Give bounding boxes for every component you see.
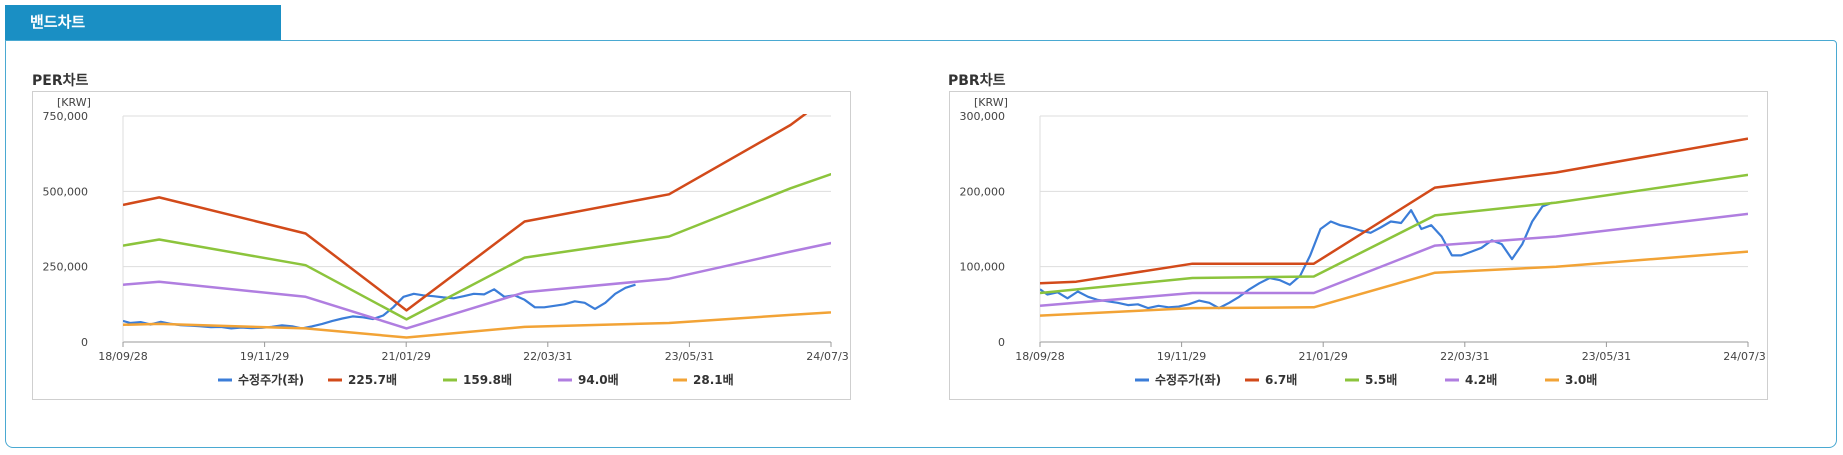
pbr-chart-container: [KRW] 0 100,000 200,000 300,000 18/09/28 19/11… bbox=[949, 91, 1773, 400]
legend-label: 94.0배 bbox=[578, 372, 619, 387]
y-tick-label: 250,000 bbox=[43, 261, 89, 274]
unit-label: [KRW] bbox=[57, 96, 91, 109]
legend-label: 225.7배 bbox=[348, 372, 397, 387]
x-tick-label: 23/05/31 bbox=[1582, 350, 1631, 363]
legend-label: 159.8배 bbox=[463, 372, 512, 387]
series-line-band-4 bbox=[123, 311, 831, 339]
x-tick-label: 21/01/29 bbox=[1298, 350, 1347, 363]
legend-label: 3.0배 bbox=[1565, 372, 1597, 387]
series-line-band-1 bbox=[1040, 137, 1748, 285]
band-chart-panel bbox=[5, 40, 1837, 448]
series-line-price bbox=[1040, 201, 1553, 310]
legend-label: 4.2배 bbox=[1465, 372, 1497, 387]
legend-label: 수정주가(좌) bbox=[1155, 372, 1221, 387]
series-line-band-1 bbox=[123, 114, 808, 312]
x-tick-label: 18/09/28 bbox=[1015, 350, 1064, 363]
series-line-band-2 bbox=[123, 172, 831, 321]
per-chart: [KRW] 0 250,000 500,000 750,000 18/09/28 19/11… bbox=[43, 96, 856, 387]
x-tick-label: 19/11/29 bbox=[240, 350, 289, 363]
legend-label: 수정주가(좌) bbox=[238, 372, 304, 387]
series-line-band-2 bbox=[1040, 173, 1748, 295]
x-tick-label: 23/05/31 bbox=[665, 350, 714, 363]
pbr-chart: [KRW] 0 100,000 200,000 300,000 18/09/28 19/11… bbox=[960, 96, 1773, 387]
x-tick-label: 22/03/31 bbox=[523, 350, 572, 363]
series-line-price bbox=[123, 283, 636, 330]
pbr-chart-title: PBR차트 bbox=[948, 73, 1006, 89]
series-line-band-3 bbox=[1040, 212, 1748, 308]
x-tick-label: 21/01/29 bbox=[381, 350, 430, 363]
x-tick-label: 19/11/29 bbox=[1157, 350, 1206, 363]
series-line-band-4 bbox=[1040, 250, 1748, 317]
per-chart-container: [KRW] 0 250,000 500,000 750,000 18/09/28 19/11… bbox=[32, 91, 856, 400]
x-tick-label: 24/07/31 bbox=[1723, 350, 1767, 363]
band-chart-tab[interactable]: 밴드차트 bbox=[5, 5, 281, 40]
per-chart-title: PER차트 bbox=[32, 73, 89, 89]
x-tick-label: 18/09/28 bbox=[98, 350, 147, 363]
y-tick-label: 300,000 bbox=[960, 110, 1006, 123]
y-tick-label: 500,000 bbox=[43, 185, 89, 198]
legend-label: 5.5배 bbox=[1365, 372, 1397, 387]
y-tick-label: 750,000 bbox=[43, 110, 89, 123]
y-tick-label: 0 bbox=[998, 336, 1005, 349]
unit-label: [KRW] bbox=[974, 96, 1008, 109]
x-tick-label: 24/07/31 bbox=[806, 350, 850, 363]
y-tick-label: 100,000 bbox=[960, 261, 1006, 274]
legend-label: 28.1배 bbox=[693, 372, 734, 387]
y-tick-label: 200,000 bbox=[960, 185, 1006, 198]
series-line-band-3 bbox=[123, 241, 831, 330]
y-tick-label: 0 bbox=[81, 336, 88, 349]
x-tick-label: 22/03/31 bbox=[1440, 350, 1489, 363]
legend-label: 6.7배 bbox=[1265, 372, 1297, 387]
